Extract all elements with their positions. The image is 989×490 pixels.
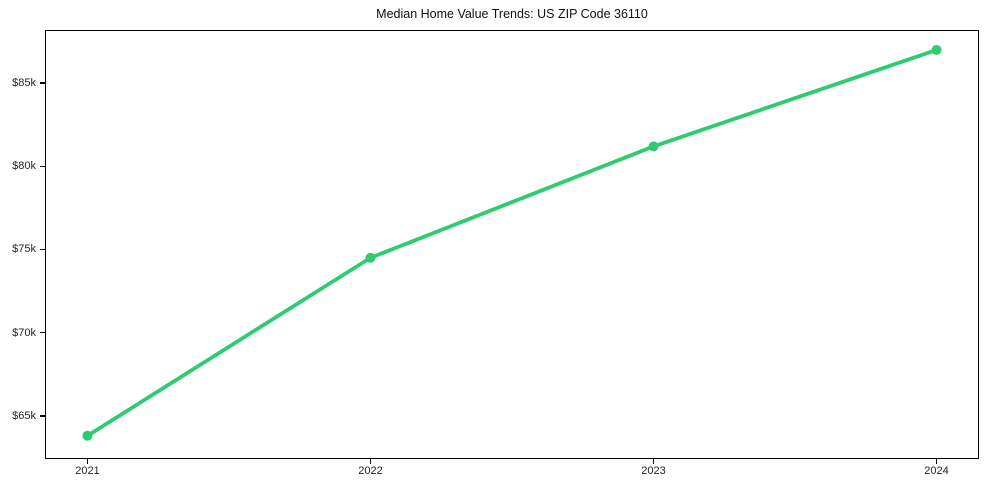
x-tick-mark [369,459,372,464]
trend-line [85,48,939,438]
x-tick-label: 2023 [641,465,666,477]
x-tick-label: 2022 [358,465,383,477]
y-tick-mark [40,331,45,334]
x-tick-mark [935,459,938,464]
data-point-marker [931,44,942,55]
x-tick-mark [652,459,655,464]
y-tick-label: $85k [12,77,36,90]
y-tick-label: $80k [12,160,36,173]
x-tick-label: 2024 [924,465,949,477]
y-tick-mark [40,165,45,168]
data-point-marker [82,430,93,441]
y-tick-label: $70k [12,326,36,339]
y-tick-label: $65k [12,409,36,422]
x-tick-label: 2021 [75,465,100,477]
x-tick-mark [86,459,89,464]
line-plot [82,44,942,441]
y-tick-mark [40,415,45,417]
data-point-marker [365,252,376,263]
y-tick-label: $75k [12,243,36,256]
chart-title: Median Home Value Trends: US ZIP Code 36… [376,7,648,21]
data-point-marker [648,141,659,152]
y-tick-mark [40,248,45,251]
plot-area [45,30,979,459]
y-tick-mark [40,82,45,84]
